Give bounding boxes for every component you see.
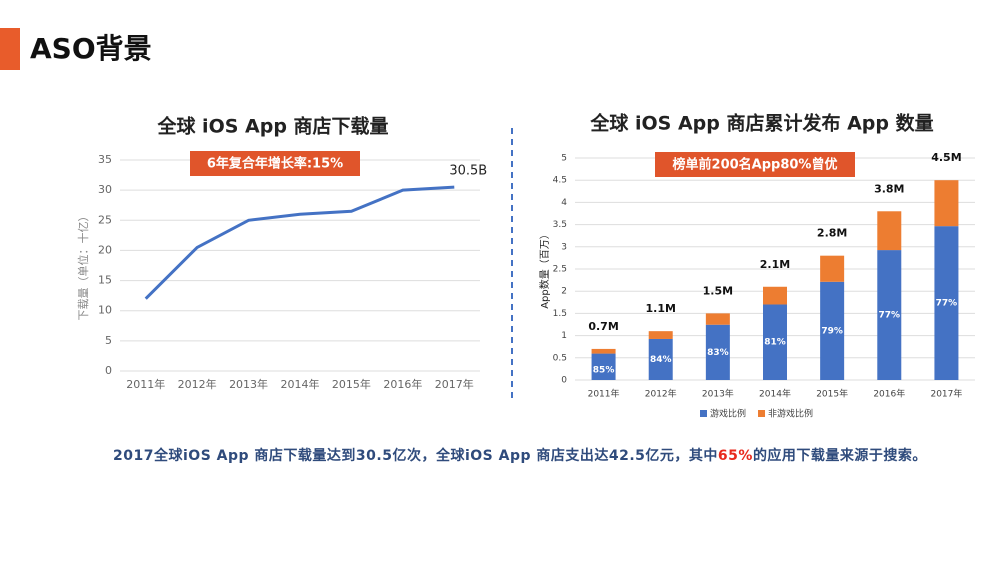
share-label: 84% xyxy=(650,355,672,365)
total-label: 2.1M xyxy=(760,258,790,271)
footer-text: 2017全球iOS App 商店下载量达到30.5亿次，全球iOS App 商店… xyxy=(113,447,718,464)
footer-text: 的应用下载量来源于搜索。 xyxy=(753,447,927,464)
bar-segment xyxy=(763,304,787,380)
bar-segment xyxy=(934,180,959,227)
bar-segment xyxy=(705,313,730,325)
x-tick-label: 2013年 xyxy=(229,377,268,391)
total-label: 1.1M xyxy=(645,302,675,315)
share-label: 77% xyxy=(879,311,901,321)
x-tick-label: 2014年 xyxy=(759,388,791,400)
x-tick-label: 2016年 xyxy=(383,377,422,391)
y-tick-label: 5 xyxy=(105,334,112,347)
total-label: 0.7M xyxy=(588,320,618,333)
bar-segment xyxy=(591,348,616,354)
y-tick-label: 2.5 xyxy=(553,265,567,275)
x-tick-label: 2016年 xyxy=(873,388,905,400)
line xyxy=(144,185,455,300)
total-label: 4.5M xyxy=(931,151,961,164)
annotation: 6年复合年增长率:15% xyxy=(207,156,343,172)
bar-segment xyxy=(877,250,902,380)
y-tick-label: 30 xyxy=(98,183,112,196)
x-tick-label: 2012年 xyxy=(178,377,217,391)
x-tick-label: 2011年 xyxy=(588,388,620,400)
annotation-box xyxy=(655,152,855,177)
share-label: 77% xyxy=(936,299,958,309)
x-tick-label: 2015年 xyxy=(816,388,848,400)
y-tick-label: 5 xyxy=(561,154,567,164)
bar-segment xyxy=(763,286,787,305)
y-axis-label: 下载量（单位：十亿） xyxy=(76,211,90,321)
header-title: ASO背景 xyxy=(30,32,152,65)
data-label: 30.5B xyxy=(449,164,487,179)
total-label: 1.5M xyxy=(703,284,733,297)
legend-label: 非游戏比例 xyxy=(768,408,813,420)
share-label: 85% xyxy=(593,365,615,375)
x-tick-label: 2013年 xyxy=(702,388,734,400)
bar-segment xyxy=(648,331,673,339)
legend-swatch xyxy=(758,410,766,417)
legend-label: 游戏比例 xyxy=(710,408,746,420)
y-tick-label: 4 xyxy=(561,198,567,208)
x-tick-label: 2017年 xyxy=(435,377,474,391)
share-label: 83% xyxy=(707,348,729,358)
y-tick-label: 15 xyxy=(98,274,112,287)
y-tick-label: 1.5 xyxy=(553,309,567,319)
footer-highlight: 65% xyxy=(718,448,753,464)
share-label: 81% xyxy=(764,338,786,348)
legend-swatch xyxy=(700,410,707,417)
total-label: 2.8M xyxy=(817,227,847,240)
x-tick-label: 2015年 xyxy=(332,377,371,391)
y-axis-label: App数量（百万） xyxy=(538,229,551,309)
y-tick-label: 2 xyxy=(561,287,567,297)
header-block xyxy=(0,28,20,70)
y-tick-label: 35 xyxy=(98,153,112,166)
y-tick-label: 0 xyxy=(105,364,112,377)
y-tick-label: 10 xyxy=(98,304,112,317)
y-tick-label: 1 xyxy=(561,331,567,341)
chart-title: 全球 iOS App 商店下载量 xyxy=(156,115,388,138)
bar-segment xyxy=(820,281,845,380)
y-tick-label: 25 xyxy=(98,213,112,226)
share-label: 79% xyxy=(821,326,843,336)
x-tick-label: 2017年 xyxy=(930,388,962,400)
bar-segment xyxy=(877,211,902,251)
y-tick-label: 0 xyxy=(561,376,567,386)
annotation: 榜单前200名App80%曾优 xyxy=(673,157,838,173)
x-tick-label: 2012年 xyxy=(645,388,677,400)
y-tick-label: 3 xyxy=(561,242,567,252)
annotation-box xyxy=(190,151,360,176)
bar-segment xyxy=(705,324,730,380)
y-tick-label: 20 xyxy=(98,243,112,256)
x-tick-label: 2011年 xyxy=(126,377,165,391)
y-tick-label: 3.5 xyxy=(553,220,567,230)
total-label: 3.8M xyxy=(874,182,904,195)
footer: 2017全球iOS App 商店下载量达到30.5亿次，全球iOS App 商店… xyxy=(113,447,927,464)
bar-segment xyxy=(591,353,616,380)
bar-segment xyxy=(820,255,845,282)
bar-segment xyxy=(648,338,673,380)
y-tick-label: 4.5 xyxy=(553,176,567,186)
y-tick-label: 0.5 xyxy=(553,353,567,363)
chart-title: 全球 iOS App 商店累计发布 App 数量 xyxy=(589,112,933,135)
bar-segment xyxy=(934,226,959,380)
x-tick-label: 2014年 xyxy=(281,377,320,391)
